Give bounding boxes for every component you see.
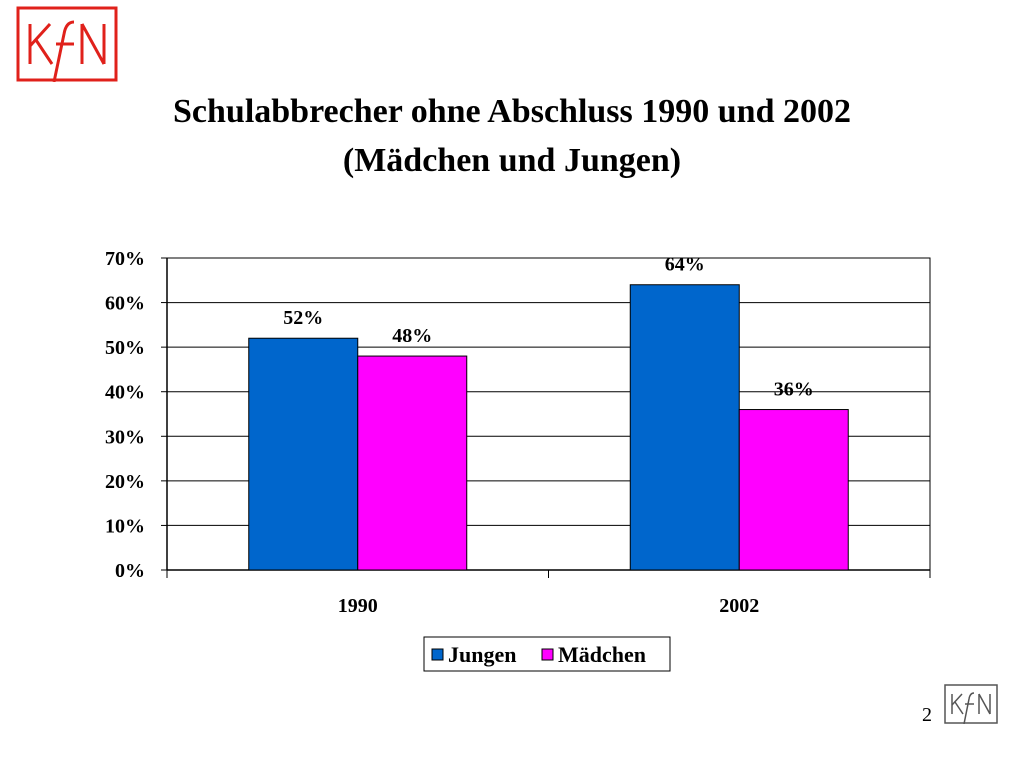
x-category-label: 1990	[338, 595, 378, 617]
legend-swatch-jungen	[431, 648, 444, 661]
bar-jungen-1990	[248, 337, 359, 571]
kfn-logo-small	[944, 684, 998, 724]
data-label: 64%	[665, 254, 705, 276]
y-tick-label: 70%	[105, 248, 145, 270]
data-label: 36%	[774, 379, 814, 401]
y-tick-label: 40%	[105, 382, 145, 404]
y-tick-label: 0%	[115, 560, 145, 582]
data-label: 52%	[283, 307, 323, 329]
data-label: 48%	[392, 325, 432, 347]
y-tick-label: 60%	[105, 293, 145, 315]
y-tick-label: 30%	[105, 426, 145, 448]
bar-mädchen-2002	[738, 409, 849, 571]
bar-jungen-2002	[629, 284, 740, 571]
legend-label: Jungen	[448, 642, 516, 667]
legend-label: Mädchen	[558, 642, 646, 667]
bar-mädchen-1990	[357, 355, 468, 571]
chart-title-line1: Schulabbrecher ohne Abschluss 1990 und 2…	[173, 93, 851, 130]
kfn-logo	[16, 6, 118, 82]
chart-title-line2: (Mädchen und Jungen)	[342, 142, 682, 179]
y-tick-label: 20%	[105, 471, 145, 493]
legend-swatch-mädchen	[541, 648, 554, 661]
x-category-label: 2002	[719, 595, 759, 617]
y-tick-label: 50%	[105, 337, 145, 359]
page-number: 2	[922, 704, 932, 726]
y-tick-label: 10%	[105, 515, 145, 537]
